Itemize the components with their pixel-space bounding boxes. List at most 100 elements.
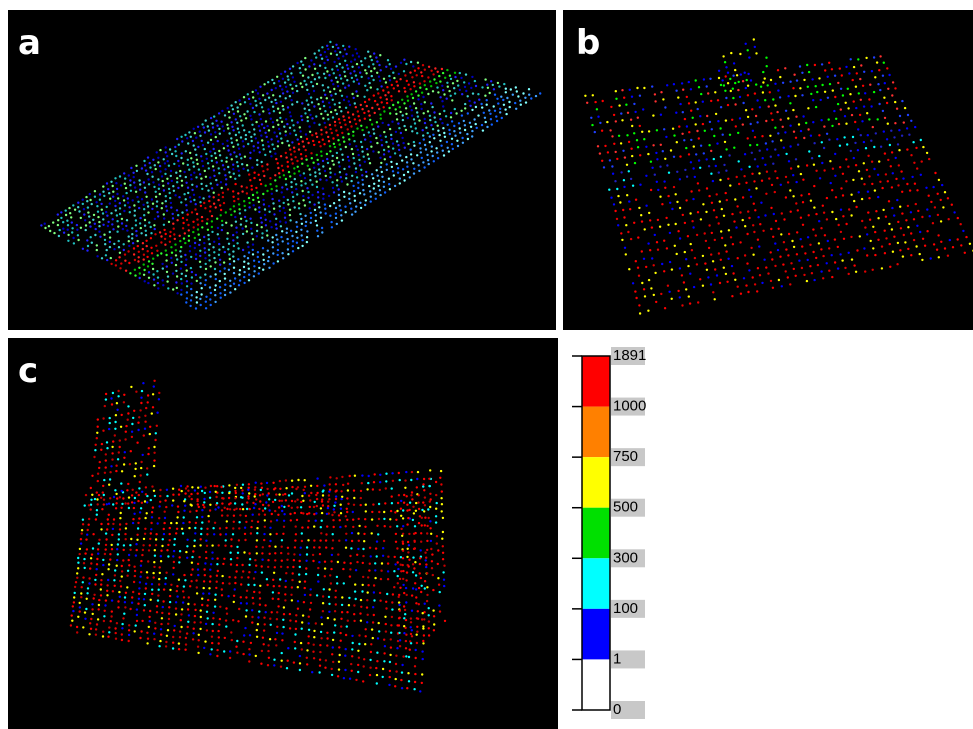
point (401, 664, 403, 666)
point (301, 102, 303, 104)
point (293, 553, 295, 555)
point (329, 41, 331, 43)
point (108, 428, 110, 430)
point (301, 245, 303, 247)
point (630, 119, 632, 121)
point (194, 539, 196, 541)
point (109, 497, 111, 499)
point (169, 527, 171, 529)
point (346, 497, 348, 499)
point (229, 285, 231, 287)
point (765, 266, 767, 268)
point (82, 248, 84, 250)
point (317, 580, 319, 582)
point (340, 498, 342, 500)
point (431, 567, 433, 569)
point (292, 566, 294, 568)
point (212, 143, 214, 145)
point (169, 192, 171, 194)
point (191, 211, 193, 213)
point (815, 85, 817, 87)
point (104, 239, 106, 241)
point (232, 196, 234, 198)
point (336, 576, 338, 578)
point (332, 46, 334, 48)
point (149, 426, 151, 428)
point (747, 291, 749, 293)
point (681, 82, 683, 84)
point (158, 645, 160, 647)
point (421, 650, 423, 652)
point (398, 472, 400, 474)
point (73, 242, 75, 244)
point (359, 164, 361, 166)
point (374, 193, 376, 195)
point (211, 648, 213, 650)
point (258, 113, 260, 115)
point (845, 180, 847, 182)
point (157, 594, 159, 596)
point (229, 176, 231, 178)
point (397, 167, 399, 169)
point (271, 198, 273, 200)
point (505, 91, 507, 93)
point (757, 267, 759, 269)
point (346, 79, 348, 81)
point (334, 596, 336, 598)
point (430, 124, 432, 126)
point (281, 632, 283, 634)
point (139, 272, 141, 274)
point (297, 166, 299, 168)
point (164, 583, 166, 585)
point (437, 130, 439, 132)
point (124, 451, 126, 453)
point (334, 501, 336, 503)
point (353, 620, 355, 622)
point (212, 617, 214, 619)
point (306, 89, 308, 91)
point (215, 206, 217, 208)
point (86, 239, 88, 241)
point (840, 187, 842, 189)
point (449, 133, 451, 135)
point (347, 68, 349, 70)
point (627, 231, 629, 233)
point (67, 240, 69, 242)
point (183, 171, 185, 173)
point (341, 611, 343, 613)
point (358, 518, 360, 520)
point (892, 172, 894, 174)
point (667, 195, 669, 197)
point (181, 211, 183, 213)
point (196, 516, 198, 518)
point (656, 241, 658, 243)
point (731, 119, 733, 121)
point (620, 112, 622, 114)
point (294, 546, 296, 548)
point (137, 527, 139, 529)
point (318, 124, 320, 126)
point (252, 96, 254, 98)
point (706, 187, 708, 189)
point (402, 655, 404, 657)
point (710, 173, 712, 175)
point (439, 113, 441, 115)
point (190, 580, 192, 582)
point (152, 406, 154, 408)
point (388, 178, 390, 180)
point (708, 195, 710, 197)
point (134, 214, 136, 216)
point (185, 301, 187, 303)
point (317, 235, 319, 237)
point (91, 553, 93, 555)
point (192, 638, 194, 640)
point (361, 108, 363, 110)
point (413, 567, 415, 569)
point (398, 73, 400, 75)
point (402, 119, 404, 121)
point (234, 588, 236, 590)
point (292, 200, 294, 202)
point (206, 604, 208, 606)
point (486, 84, 488, 86)
point (271, 79, 273, 81)
